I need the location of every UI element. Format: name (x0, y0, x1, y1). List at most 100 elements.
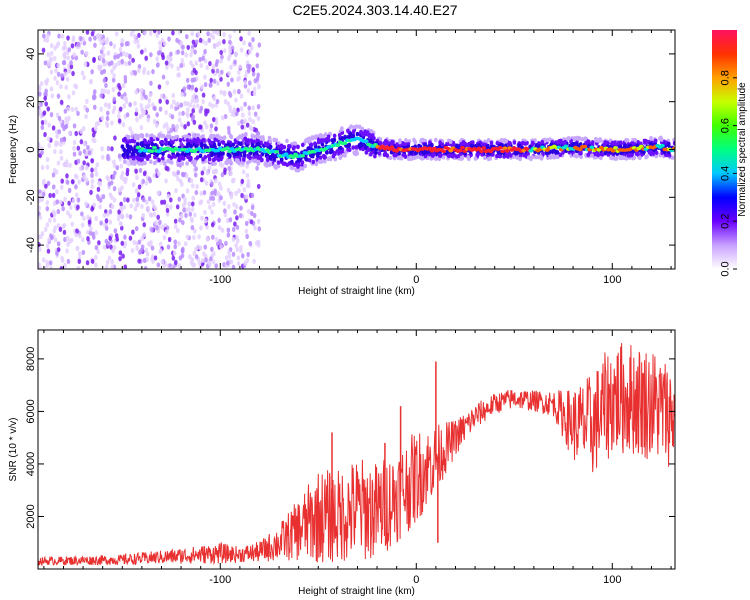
band-cell (292, 141, 297, 146)
noise-cell (197, 31, 201, 37)
noise-cell (253, 78, 258, 84)
noise-cell (80, 211, 84, 217)
band-cell (281, 161, 286, 166)
band-cell (171, 136, 175, 141)
noise-cell (39, 196, 44, 202)
noise-cell (131, 229, 135, 235)
band-cell (653, 138, 658, 144)
noise-cell (89, 189, 93, 195)
noise-cell (247, 30, 251, 36)
noise-cell (89, 78, 93, 84)
noise-cell (74, 174, 79, 180)
noise-cell (231, 226, 236, 233)
noise-cell (38, 205, 42, 211)
noise-cell (208, 60, 212, 67)
noise-cell (110, 146, 114, 152)
noise-cell (161, 74, 166, 80)
noise-cell (190, 201, 195, 207)
noise-cell (56, 241, 61, 247)
noise-cell (51, 172, 56, 178)
band-cell (364, 150, 369, 155)
noise-cell (246, 67, 251, 73)
noise-cell (172, 99, 176, 105)
noise-cell (246, 88, 251, 94)
noise-cell (122, 204, 127, 210)
noise-cell (222, 48, 227, 54)
noise-cell (225, 217, 230, 224)
noise-cell (144, 247, 149, 254)
noise-cell (99, 39, 104, 45)
noise-cell (180, 91, 184, 97)
noise-cell (191, 195, 195, 201)
band-cell (325, 150, 329, 155)
noise-cell (152, 172, 157, 179)
band-cell (160, 156, 165, 161)
noise-cell (49, 265, 53, 269)
noise-cell (176, 49, 180, 55)
noise-cell (149, 212, 154, 218)
noise-cell (244, 194, 249, 200)
band-cell (178, 137, 183, 143)
noise-cell (98, 33, 103, 39)
noise-cell (227, 70, 231, 77)
noise-cell (151, 102, 155, 108)
noise-cell (135, 174, 139, 181)
noise-cell (72, 52, 77, 58)
noise-cell (42, 178, 46, 184)
band-cell (354, 145, 358, 150)
noise-cell (247, 80, 252, 86)
noise-cell (45, 222, 50, 228)
band-cell (245, 140, 249, 145)
noise-cell (186, 121, 191, 127)
band-cell (227, 142, 231, 147)
noise-cell (47, 61, 52, 67)
noise-cell (153, 255, 158, 261)
noise-cell (117, 153, 122, 159)
noise-cell (83, 61, 88, 67)
ridge-cell (149, 149, 155, 153)
snr-y-axis-label: SNR (10 * v/v) (8, 418, 19, 482)
snr-frame (37, 329, 676, 570)
noise-cell (209, 127, 213, 134)
noise-cell (131, 57, 135, 63)
noise-cell (187, 201, 192, 207)
band-cell (473, 156, 478, 161)
noise-cell (113, 62, 118, 69)
band-cell (242, 152, 247, 158)
noise-cell (185, 234, 190, 240)
band-cell (507, 151, 512, 157)
noise-cell (58, 199, 63, 205)
snr-line (38, 343, 675, 567)
noise-cell (50, 235, 54, 241)
band-cell (276, 144, 281, 149)
noise-cell (142, 69, 146, 75)
noise-cell (144, 94, 148, 101)
noise-cell (161, 54, 166, 61)
band-cell (347, 142, 352, 148)
noise-cell (91, 231, 95, 237)
ridge-cell (274, 150, 280, 154)
ridge-cell (290, 155, 296, 159)
band-cell (303, 163, 307, 169)
spectrogram-panel: -100 0 100 -40 -20 0 20 40 Height of straight li… (8, 29, 676, 297)
noise-cell (178, 178, 183, 184)
noise-cell (85, 165, 89, 171)
band-cell (459, 155, 464, 161)
band-cell (317, 159, 322, 164)
noise-cell (245, 172, 250, 179)
band-cell (276, 160, 281, 165)
noise-cell (127, 161, 131, 167)
noise-cell (153, 105, 157, 111)
band-cell (213, 137, 217, 142)
band-cell (200, 141, 204, 147)
noise-cell (136, 43, 141, 49)
noise-cell (250, 192, 255, 198)
band-cell (333, 157, 338, 162)
noise-cell (125, 167, 130, 173)
band-cell (504, 152, 509, 157)
noise-cell (60, 122, 65, 128)
noise-cell (213, 188, 217, 194)
noise-cell (69, 204, 73, 211)
noise-cell (66, 210, 70, 216)
band-cell (127, 149, 132, 154)
